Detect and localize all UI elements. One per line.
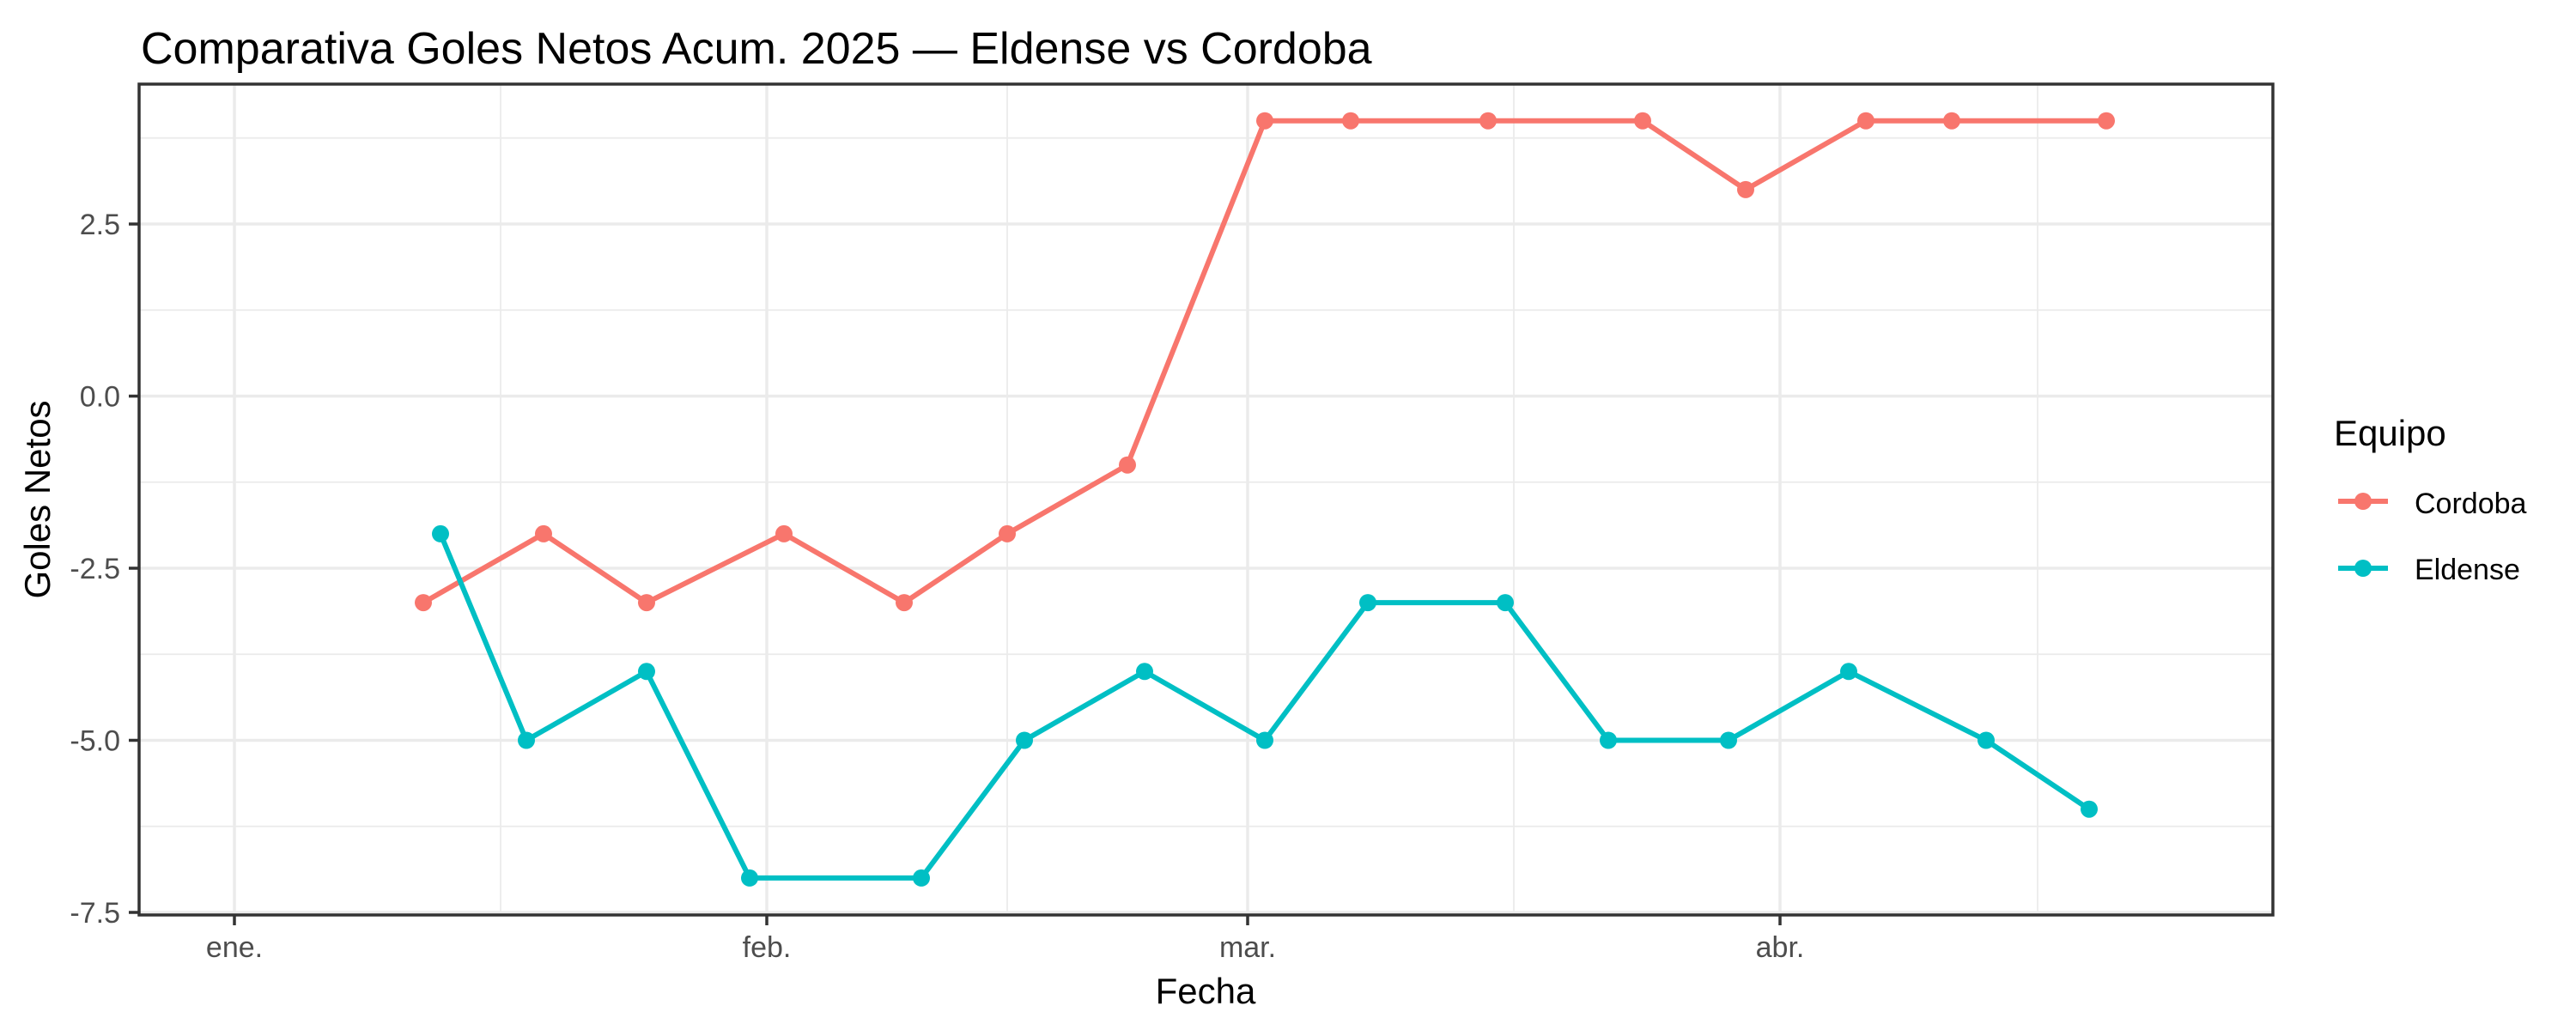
data-point[interactable] bbox=[1016, 731, 1033, 749]
data-point[interactable] bbox=[999, 524, 1016, 542]
data-point[interactable] bbox=[2081, 800, 2098, 818]
legend-item-cordoba[interactable]: Cordoba bbox=[2338, 488, 2527, 520]
y-tick-label: 0.0 bbox=[80, 381, 120, 414]
data-point[interactable] bbox=[1497, 594, 1514, 612]
data-point[interactable] bbox=[1119, 456, 1136, 474]
series-layer bbox=[415, 112, 2115, 887]
data-point[interactable] bbox=[1136, 663, 1153, 681]
data-point[interactable] bbox=[535, 524, 552, 542]
series-cordoba bbox=[415, 112, 2115, 612]
x-tick-label: abr. bbox=[1756, 931, 1805, 964]
y-axis: 2.5 0.0 -2.5 -5.0 -7.5 bbox=[70, 209, 139, 930]
data-point[interactable] bbox=[415, 594, 432, 612]
legend-item-eldense[interactable]: Eldense bbox=[2338, 554, 2520, 586]
x-tick-label: ene. bbox=[206, 931, 263, 964]
data-point[interactable] bbox=[1342, 112, 1359, 130]
y-tick-label: 2.5 bbox=[80, 209, 120, 241]
x-tick-label: feb. bbox=[743, 931, 792, 964]
data-point[interactable] bbox=[896, 594, 913, 612]
data-point[interactable] bbox=[1256, 112, 1273, 130]
data-point[interactable] bbox=[913, 869, 930, 887]
legend-label-eldense: Eldense bbox=[2415, 554, 2520, 586]
y-tick-label: -5.0 bbox=[70, 725, 120, 758]
legend-title: Equipo bbox=[2334, 413, 2446, 453]
data-point[interactable] bbox=[638, 663, 655, 681]
data-point[interactable] bbox=[741, 869, 758, 887]
legend: Equipo Cordoba Eldense bbox=[2334, 413, 2527, 586]
data-point[interactable] bbox=[1840, 663, 1857, 681]
y-axis-title: Goles Netos bbox=[17, 400, 58, 598]
legend-label-cordoba: Cordoba bbox=[2415, 488, 2527, 520]
x-axis: ene. feb. mar. abr. bbox=[206, 915, 1804, 964]
y-tick-label: -7.5 bbox=[70, 897, 120, 930]
legend-key-point-eldense-icon bbox=[2354, 560, 2372, 577]
y-tick-label: -2.5 bbox=[70, 553, 120, 585]
data-point[interactable] bbox=[1857, 112, 1874, 130]
legend-key-point-cordoba-icon bbox=[2354, 493, 2372, 510]
data-point[interactable] bbox=[1737, 180, 1754, 198]
data-point[interactable] bbox=[432, 524, 449, 542]
x-axis-title: Fecha bbox=[1156, 971, 1256, 1011]
data-point[interactable] bbox=[775, 524, 793, 542]
x-tick-label: mar. bbox=[1219, 931, 1276, 964]
data-point[interactable] bbox=[2098, 112, 2115, 130]
major-gridlines bbox=[139, 84, 2273, 915]
data-point[interactable] bbox=[518, 731, 535, 749]
data-point[interactable] bbox=[1256, 731, 1273, 749]
panel-border bbox=[137, 82, 2275, 917]
data-point[interactable] bbox=[1634, 112, 1651, 130]
data-point[interactable] bbox=[1600, 731, 1617, 749]
data-point[interactable] bbox=[638, 594, 655, 612]
data-point[interactable] bbox=[1978, 731, 1995, 749]
data-point[interactable] bbox=[1359, 594, 1376, 612]
plot-panel bbox=[137, 82, 2275, 917]
data-point[interactable] bbox=[1720, 731, 1737, 749]
data-point[interactable] bbox=[1943, 112, 1960, 130]
chart-title: Comparativa Goles Netos Acum. 2025 — Eld… bbox=[141, 24, 1372, 74]
panel-background bbox=[139, 84, 2273, 915]
data-point[interactable] bbox=[1479, 112, 1497, 130]
series-eldense bbox=[432, 524, 2098, 887]
